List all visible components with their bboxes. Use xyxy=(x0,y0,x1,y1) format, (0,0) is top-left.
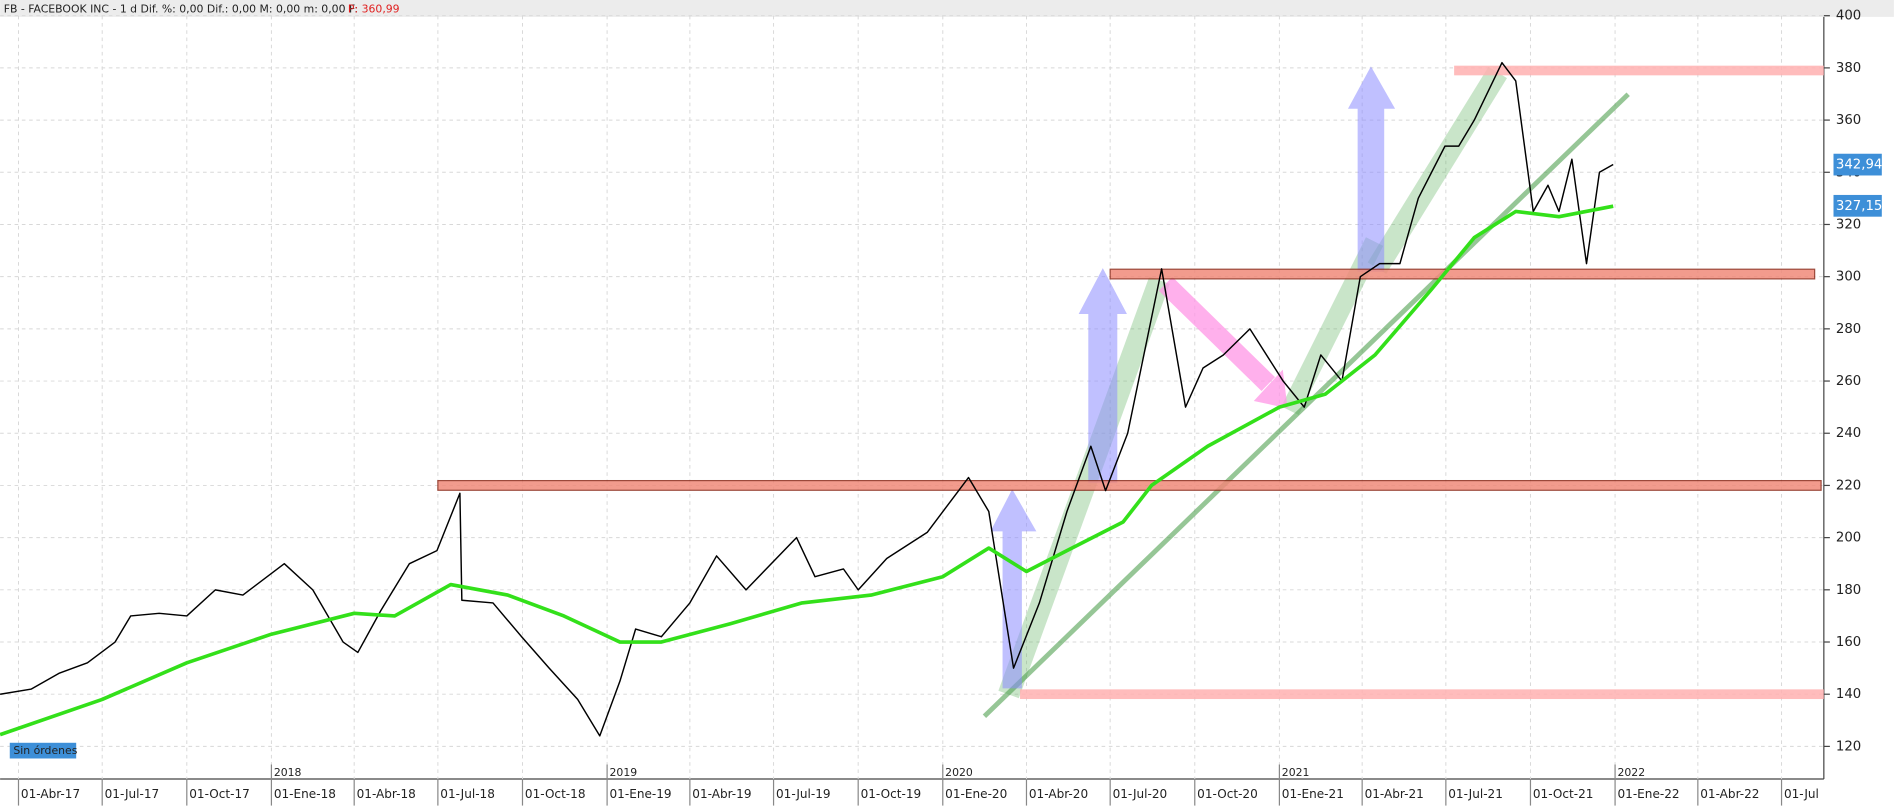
y-tick-label: 120 xyxy=(1836,739,1861,754)
x-tick-label: 01-Ene-19 xyxy=(610,787,672,801)
x-tick-label: 01-Abr-17 xyxy=(21,787,80,801)
x-tick-label: 01-Abr-20 xyxy=(1029,787,1088,801)
chart-title: FB - FACEBOOK INC - 1 d Dif. %: 0,00 Dif… xyxy=(4,3,358,16)
year-tick-label: 2022 xyxy=(1617,766,1645,779)
y-tick-label: 180 xyxy=(1836,583,1861,598)
last-value-label: 342,94 xyxy=(1836,158,1882,173)
x-tick-label: 01-Oct-18 xyxy=(525,787,586,801)
y-tick-label: 220 xyxy=(1836,478,1861,493)
level-band xyxy=(1454,65,1824,76)
pink-arrow xyxy=(1158,276,1276,391)
x-tick-label: 01-Abr-18 xyxy=(357,787,416,801)
x-tick-label: 01-Ene-22 xyxy=(1617,787,1679,801)
blue-arrow xyxy=(1078,268,1127,484)
drawings xyxy=(982,66,1630,718)
x-tick-label: 01-Oct-20 xyxy=(1197,787,1258,801)
level-band xyxy=(1020,689,1824,700)
x-tick-label: 01-Oct-17 xyxy=(189,787,250,801)
x-tick-label: 01-Jul-18 xyxy=(440,787,495,801)
grid xyxy=(0,15,1824,780)
y-tick-label: 160 xyxy=(1836,635,1861,650)
x-tick-label: 01-Ene-21 xyxy=(1282,787,1344,801)
x-tick-label: 01-Abr-22 xyxy=(1700,787,1759,801)
x-tick-label: 01-Ene-18 xyxy=(274,787,336,801)
x-tick-label: 01-Jul-17 xyxy=(105,787,160,801)
y-tick-label: 300 xyxy=(1836,270,1861,285)
y-tick-label: 400 xyxy=(1836,9,1861,24)
last-value-box xyxy=(1833,194,1882,217)
level-band xyxy=(437,479,1822,491)
y-tick-label: 280 xyxy=(1836,322,1861,337)
x-tick-label: 01-Jul xyxy=(1784,787,1819,801)
y-tick-label: 200 xyxy=(1836,531,1861,546)
year-tick-label: 2019 xyxy=(610,766,638,779)
blue-arrow xyxy=(990,489,1037,689)
x-tick-label: 01-Oct-19 xyxy=(861,787,922,801)
year-tick-label: 2020 xyxy=(945,766,973,779)
y-tick-label: 380 xyxy=(1836,61,1861,76)
trend-line xyxy=(982,92,1630,718)
x-tick-label: 01-Jul-20 xyxy=(1113,787,1168,801)
x-tick-label: 01-Abr-21 xyxy=(1365,787,1424,801)
x-tick-label: 01-Jul-19 xyxy=(776,787,831,801)
y-tick-label: 140 xyxy=(1836,687,1861,702)
status-badge xyxy=(9,742,77,759)
y-tick-label: 240 xyxy=(1836,426,1861,441)
blue-arrow xyxy=(1347,66,1396,272)
x-tick-label: 01-Jul-21 xyxy=(1448,787,1503,801)
last-value-box xyxy=(1833,153,1882,176)
order-status: Sin órdenes xyxy=(13,744,77,757)
price-label: P: 360,99 xyxy=(348,3,400,16)
y-tick-label: 320 xyxy=(1836,217,1861,232)
last-value-label: 327,15 xyxy=(1836,199,1882,214)
x-tick-label: 01-Abr-19 xyxy=(692,787,751,801)
channel xyxy=(1367,66,1507,274)
price-line xyxy=(0,61,1614,737)
header-bar xyxy=(0,0,1894,17)
year-tick-label: 2021 xyxy=(1282,766,1310,779)
pink-arrow-head xyxy=(1253,369,1288,409)
year-tick-label: 2018 xyxy=(274,766,302,779)
y-tick-label: 360 xyxy=(1836,113,1861,128)
moving-average xyxy=(0,204,1614,737)
level-band xyxy=(1109,268,1816,280)
x-tick-label: 01-Oct-21 xyxy=(1533,787,1594,801)
x-tick-label: 01-Ene-20 xyxy=(945,787,1007,801)
y-tick-label: 260 xyxy=(1836,374,1861,389)
plot xyxy=(0,61,1824,737)
